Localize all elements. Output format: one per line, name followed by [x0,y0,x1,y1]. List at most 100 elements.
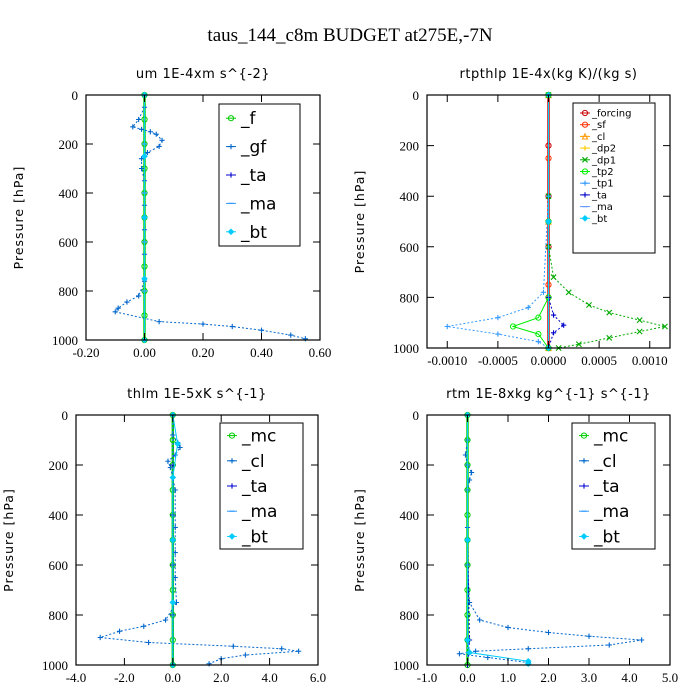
data-point [138,165,145,172]
data-point [464,536,471,544]
x-tick-label: 6.0 [310,670,326,685]
y-tick-label: 0 [72,88,79,103]
data-point [141,275,148,283]
data-point [296,648,302,654]
x-tick-label: 4.0 [261,670,277,685]
series-line [172,414,179,665]
y-tick-label: 400 [400,189,420,204]
data-point [636,328,643,335]
y-axis-label: Pressure [hPa] [352,170,367,274]
legend-marker [582,192,588,198]
legend-entry: _tp1 [591,179,614,190]
data-point [136,293,142,299]
legend-entry: _bt [240,223,267,243]
panel-title: um 1E-4xm s^{-2} [136,67,270,82]
figure-title: taus_144_c8m BUDGET at275E,-7N [207,25,492,46]
x-tick-label: 0.60 [309,345,332,360]
data-point [162,617,169,623]
legend-entry: _ta [241,477,268,497]
data-point [535,330,542,338]
legend-entry: _ma [591,202,613,213]
data-point [156,319,162,325]
x-tick-label: -1.0 [417,670,438,685]
data-point [466,649,473,656]
legend-entry: _ma [240,194,276,214]
data-point [545,218,552,225]
data-point [505,624,511,631]
data-point [138,126,145,132]
y-tick-label: 600 [59,235,79,250]
data-point [561,322,567,328]
legend-entry: _ma [241,502,277,522]
data-point [468,469,475,476]
legend-entry: _mc [593,427,628,447]
series-line [467,415,529,664]
x-tick-label: 0.0 [165,670,181,685]
panel-4: rtm 1E-8xkg kg^{-1} s^{-1} Pressure [hPa]… [352,387,678,685]
data-point [509,323,517,330]
legend-entry: _ta [240,166,267,186]
x-tick-label: 5.0 [662,670,678,685]
data-point [112,309,118,315]
data-point [242,652,248,658]
x-tick-label: 0.0010 [632,353,668,368]
legend-entry: _ma [593,502,629,522]
legend-marker [581,132,589,140]
y-tick-label: 0 [413,408,420,423]
legend-box [219,422,304,550]
data-point [116,628,123,634]
data-point [586,633,592,639]
y-tick-label: 600 [49,558,69,573]
legend-marker [228,533,236,540]
y-tick-label: 600 [400,558,420,573]
legend-entry: _cl [241,452,265,472]
data-point [661,323,668,330]
legend-marker [229,458,235,464]
legend-entry: _bt [593,527,620,547]
data-point [144,149,151,156]
legend: _f _gf _ta _ma _bt [218,103,301,247]
data-point [130,124,136,130]
data-point [136,116,142,123]
data-point [550,312,557,318]
data-point [477,617,483,623]
y-tick-label: 200 [400,458,420,473]
data-point [159,137,165,143]
data-point [141,152,148,160]
legend-entry: _dp2 [591,144,616,155]
legend-entry: _cl [591,132,605,143]
x-tick-label: 0.40 [250,345,273,360]
x-tick-label: 3.0 [581,670,597,685]
legend-marker [582,156,588,163]
x-tick-label: 0.0000 [531,353,567,368]
legend-entry: _bt [241,527,268,547]
legend-marker [581,121,589,128]
data-point [606,309,613,316]
panel-1: um 1E-4xm s^{-2} Pressure [hPa] -0.20 0.00 0… [11,67,331,360]
legend-marker [229,483,235,489]
panel-3: thlm 1E-5xK s^{-1} Pressure [hPa] -4.0 -2.0… [1,387,326,685]
data-point [153,131,159,137]
panel-2: rtpthlp 1E-4x(kg K)/(kg s) Pressure [hPa]… [352,67,671,368]
data-point [606,642,612,648]
series-bt [464,411,532,668]
plot-frame [75,414,319,666]
legend-box [572,102,656,254]
legend-entry: _ta [591,190,607,201]
data-point [177,444,183,451]
legend-entry: _gf [240,138,267,158]
data-point [156,143,162,150]
legend-marker [227,115,235,122]
data-point [495,331,501,337]
data-point [172,487,178,493]
legend-entry: _f [240,109,257,129]
data-point [535,314,542,321]
legend-marker [581,109,589,117]
y-tick-label: 400 [49,508,69,523]
data-point [525,304,531,311]
y-tick-label: 0 [413,88,420,103]
y-tick-label: 600 [400,240,420,255]
data-point [586,302,592,308]
data-point [97,634,103,641]
x-tick-label: -0.0005 [478,353,518,368]
